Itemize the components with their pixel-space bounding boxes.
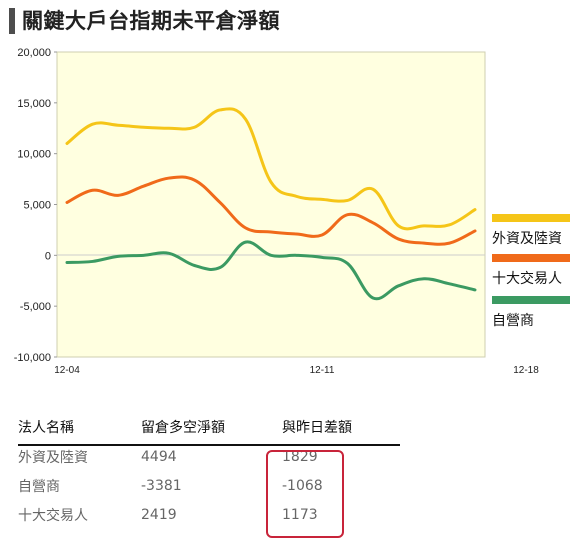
line-chart: -10,000 -5,000 0 5,000 10,000 15,000 20,000 12… — [14, 47, 540, 376]
legend-item-foreign: 外資及陸資 — [492, 214, 570, 248]
table-header-row: 法人名稱 留倉多空淨額 與昨日差額 — [18, 412, 400, 442]
cell-net: 4494 — [141, 448, 177, 465]
legend-swatch — [492, 214, 570, 222]
series-line-top10 — [65, 175, 477, 246]
cell-diff: -1068 — [282, 477, 323, 494]
x-tick-label: 12-04 — [54, 365, 80, 376]
col-header-net: 留倉多空淨額 — [141, 420, 225, 436]
legend-swatch — [492, 254, 570, 262]
y-tick-label: 20,000 — [17, 47, 51, 59]
series-line-dealer — [65, 240, 477, 301]
table-row: 十大交易人 2419 1173 — [18, 500, 400, 529]
table-row: 自營商 -3381 -1068 — [18, 471, 400, 500]
title-accent-bar — [9, 8, 15, 34]
page-title: 關鍵大戶台指期未平倉淨額 — [22, 9, 280, 33]
x-tick-label: 12-11 — [310, 365, 335, 376]
diff-highlight-box — [266, 450, 344, 538]
legend-swatch — [492, 296, 570, 304]
legend-label: 外資及陸資 — [492, 231, 562, 247]
table-header-underline — [18, 444, 400, 446]
series-lines — [65, 107, 477, 301]
table-row: 外資及陸資 4494 1829 — [18, 442, 400, 471]
y-axis: -10,000 -5,000 0 5,000 10,000 15,000 20,000 — [14, 47, 57, 364]
y-tick-label: -5,000 — [20, 301, 51, 313]
cell-name: 十大交易人 — [18, 507, 88, 524]
y-tick-label: 15,000 — [17, 98, 51, 110]
legend-label: 自營商 — [492, 313, 534, 329]
legend-item-dealer: 自營商 — [492, 296, 570, 330]
y-tick-label: 0 — [45, 250, 51, 262]
cell-diff: 1829 — [282, 448, 318, 465]
col-header-diff: 與昨日差額 — [282, 420, 352, 436]
cell-net: 2419 — [141, 506, 177, 523]
cell-name: 自營商 — [18, 478, 60, 495]
y-tick-label: -10,000 — [14, 352, 51, 364]
plot-area — [56, 51, 486, 358]
y-tick-label: 5,000 — [23, 200, 51, 212]
cell-name: 外資及陸資 — [18, 449, 88, 466]
col-header-name: 法人名稱 — [18, 420, 74, 436]
y-tick-label: 10,000 — [17, 149, 51, 161]
cell-net: -3381 — [141, 477, 182, 494]
legend-label: 十大交易人 — [492, 271, 562, 287]
x-axis: 12-04 12-11 12-18 — [54, 365, 539, 376]
cell-diff: 1173 — [282, 506, 318, 523]
legend-item-top10: 十大交易人 — [492, 254, 570, 288]
institution-table: 法人名稱 留倉多空淨額 與昨日差額 外資及陸資 4494 1829 自營商 -3… — [18, 412, 400, 529]
x-tick-label: 12-18 — [513, 365, 539, 376]
series-line-foreign — [65, 107, 477, 231]
